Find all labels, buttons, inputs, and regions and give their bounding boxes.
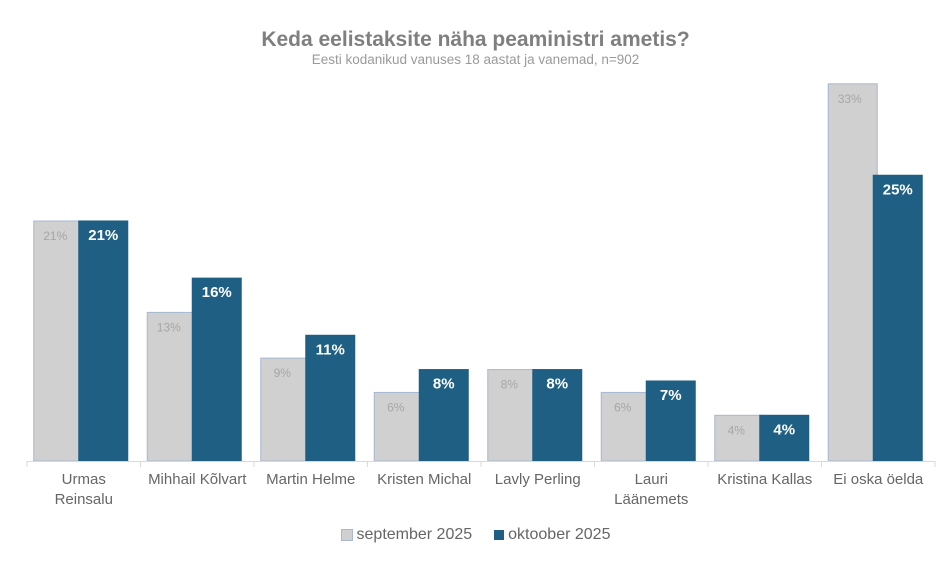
legend-item-oktoober: oktoober 2025: [494, 526, 610, 544]
data-label-september: 6%: [387, 400, 405, 414]
legend: september 2025 oktoober 2025: [0, 526, 951, 544]
bar-chart: 21% 21% Urmas Reinsalu 13% 16% Mihhail Kõlvart…: [26, 83, 936, 508]
category-label: Lavly Perling: [495, 471, 581, 488]
category-label: Lauri: [635, 471, 668, 488]
chart-subtitle: Eesti kodanikud vanuses 18 aastat ja van…: [311, 52, 640, 67]
bar-september: [487, 369, 538, 462]
bar-oktoober: [532, 369, 583, 462]
data-label-september: 33%: [838, 92, 862, 106]
category-label: Kristina Kallas: [717, 471, 812, 488]
bar-september: [714, 414, 765, 462]
bar-oktoober: [305, 334, 356, 462]
bar-september: [260, 357, 311, 462]
data-label-oktoober: 8%: [433, 376, 455, 393]
legend-label-september: september 2025: [356, 526, 473, 543]
category-label: Läänemets: [614, 491, 688, 508]
bar-september: [146, 311, 197, 462]
data-label-oktoober: 7%: [660, 387, 682, 404]
data-label-september: 8%: [501, 378, 519, 392]
bar-september: [373, 391, 424, 462]
data-label-oktoober: 25%: [883, 181, 913, 198]
category-label: Mihhail Kõlvart: [148, 471, 247, 488]
data-label-oktoober: 16%: [202, 284, 232, 301]
data-label-oktoober: 21%: [88, 227, 118, 244]
bar-september: [33, 220, 84, 462]
data-label-september: 4%: [728, 423, 746, 437]
category-label: Martin Helme: [266, 471, 355, 488]
bar-oktoober: [191, 277, 242, 462]
data-label-oktoober: 4%: [773, 421, 795, 438]
legend-swatch-oktoober: [494, 530, 505, 540]
category-label: Reinsalu: [55, 491, 113, 508]
data-label-oktoober: 11%: [316, 341, 345, 358]
data-label-september: 13%: [157, 320, 181, 334]
legend-swatch-september: [340, 529, 353, 541]
data-label-september: 9%: [274, 366, 292, 380]
legend-item-september: september 2025: [340, 526, 473, 544]
legend-label-oktoober: oktoober 2025: [508, 526, 611, 543]
category-label: Kristen Michal: [377, 471, 471, 488]
data-label-september: 6%: [614, 400, 632, 414]
bar-september: [827, 83, 878, 462]
data-label-september: 21%: [43, 229, 67, 243]
bar-oktoober: [78, 220, 129, 462]
chart-title: Keda eelistaksite näha peaministri ameti…: [261, 28, 690, 51]
bar-oktoober: [418, 369, 469, 462]
category-label: Urmas: [62, 471, 106, 488]
bar-oktoober: [759, 414, 810, 462]
data-label-oktoober: 8%: [546, 376, 568, 393]
category-label: Ei oska öelda: [833, 471, 924, 488]
bar-oktoober: [872, 174, 923, 462]
